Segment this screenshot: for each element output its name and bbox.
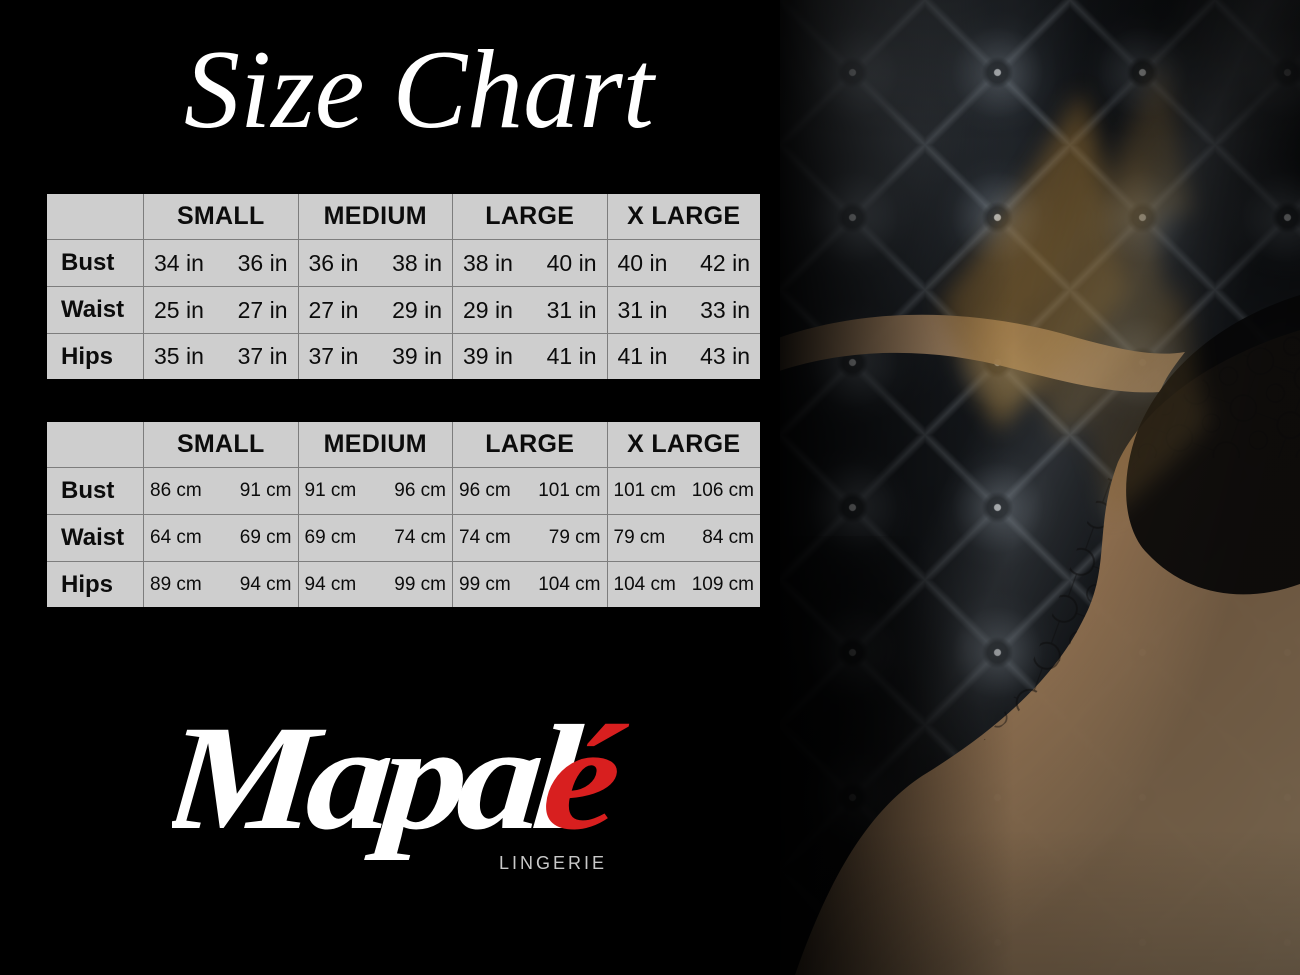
svg-text:é: é xyxy=(538,700,632,860)
svg-text:Mapal: Mapal xyxy=(172,700,588,860)
